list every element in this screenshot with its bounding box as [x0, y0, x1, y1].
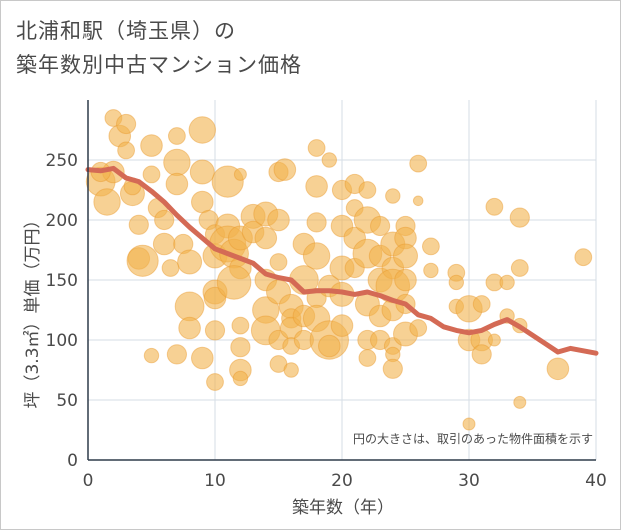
trend-line: [85, 165, 599, 356]
bubble-point: [203, 286, 227, 310]
bubble-point: [204, 320, 226, 341]
bubble-point: [216, 265, 252, 300]
bubble-point: [189, 159, 215, 185]
bubble-point: [393, 243, 418, 269]
bubble-point: [412, 195, 424, 207]
bubble-point: [269, 253, 288, 271]
bubble-point: [140, 134, 163, 157]
bubble-point: [230, 337, 251, 358]
bubble-point: [448, 274, 464, 291]
bubble-point: [307, 139, 326, 157]
bubble-point: [513, 395, 527, 409]
bubble-point: [128, 214, 149, 235]
y-tick-label: 50: [56, 391, 78, 411]
bubble-point: [152, 232, 176, 256]
bubble-point: [422, 237, 440, 256]
bubble-point: [188, 116, 217, 144]
bubble-point: [510, 259, 529, 277]
bubble-point: [358, 349, 377, 367]
bubble-point: [574, 248, 593, 267]
bubble-point: [116, 113, 137, 135]
bubble-point: [161, 259, 180, 277]
y-tick-label: 150: [46, 271, 78, 291]
bubble-point: [321, 152, 337, 168]
bubble-point: [142, 165, 161, 184]
bubble-point: [174, 291, 205, 322]
bubble-point: [191, 346, 214, 370]
bubble-point: [509, 207, 530, 228]
x-tick-label: 0: [83, 471, 94, 491]
bubble-point: [165, 172, 189, 196]
bubble-point: [117, 141, 135, 160]
y-tick-label: 0: [67, 451, 78, 471]
y-axis-label: 坪（3.3㎡）単価（万円）: [23, 211, 43, 408]
bubble-point: [546, 357, 570, 381]
bubble-point: [370, 215, 391, 237]
bubble-point: [166, 344, 187, 365]
bubble-point: [382, 358, 403, 379]
bubble-point: [231, 316, 250, 335]
bubble-point: [163, 148, 191, 177]
trend-line-layer: [85, 165, 599, 356]
bubble-point: [269, 355, 288, 373]
bubble-point: [232, 370, 249, 387]
bubble-point: [206, 373, 224, 391]
x-tick-label: 20: [331, 471, 353, 491]
x-axis-label: 築年数（年）: [292, 498, 394, 518]
bubble-point: [267, 208, 290, 232]
bubble-point: [273, 158, 297, 181]
chart-title-line-2: 築年数別中古マンション価格: [16, 53, 302, 77]
x-tick-label: 30: [458, 471, 480, 491]
x-tick-label: 10: [204, 471, 226, 491]
bubble-point: [472, 295, 491, 313]
bubble-point: [358, 181, 377, 199]
y-tick-label: 100: [46, 331, 78, 351]
x-tick-label: 40: [585, 471, 607, 491]
bubble-point: [302, 242, 331, 270]
bubble-point: [471, 344, 492, 365]
bubble-point: [93, 188, 121, 216]
y-tick-label: 250: [46, 151, 78, 171]
bubble-point: [168, 127, 186, 145]
bubble-point: [233, 167, 247, 181]
bubble-point: [409, 154, 428, 173]
bubble-point: [178, 316, 201, 340]
axes: 0 50 100 150 200 250 0 10 20 30 40: [46, 100, 607, 491]
bubble-point: [485, 197, 504, 216]
size-legend-note: 円の大きさは、取引のあった物件面積を示す: [353, 431, 593, 446]
chart-title: 北浦和駅（埼玉県）の 築年数別中古マンション価格: [16, 14, 302, 82]
bubble-point: [409, 319, 428, 337]
bubble-point: [462, 417, 476, 431]
bubble-point: [385, 188, 401, 204]
bubble-point: [423, 262, 439, 279]
bubble-point: [126, 244, 159, 277]
bubble-point: [487, 333, 501, 347]
y-tick-label: 200: [46, 211, 78, 231]
bubble-point: [143, 347, 160, 364]
bubble-point: [306, 212, 327, 233]
bubble-point: [305, 175, 328, 198]
bubble-point: [394, 268, 417, 292]
bubble-point: [283, 362, 299, 378]
bubble-point: [177, 249, 203, 275]
bubble-point: [254, 226, 278, 250]
chart-title-line-1: 北浦和駅（埼玉県）の: [16, 19, 236, 43]
bubble-point: [191, 190, 214, 214]
bubble-point: [330, 314, 354, 337]
bubble-point: [499, 274, 515, 291]
bubble-point: [154, 209, 175, 231]
bubble-point: [318, 334, 341, 358]
